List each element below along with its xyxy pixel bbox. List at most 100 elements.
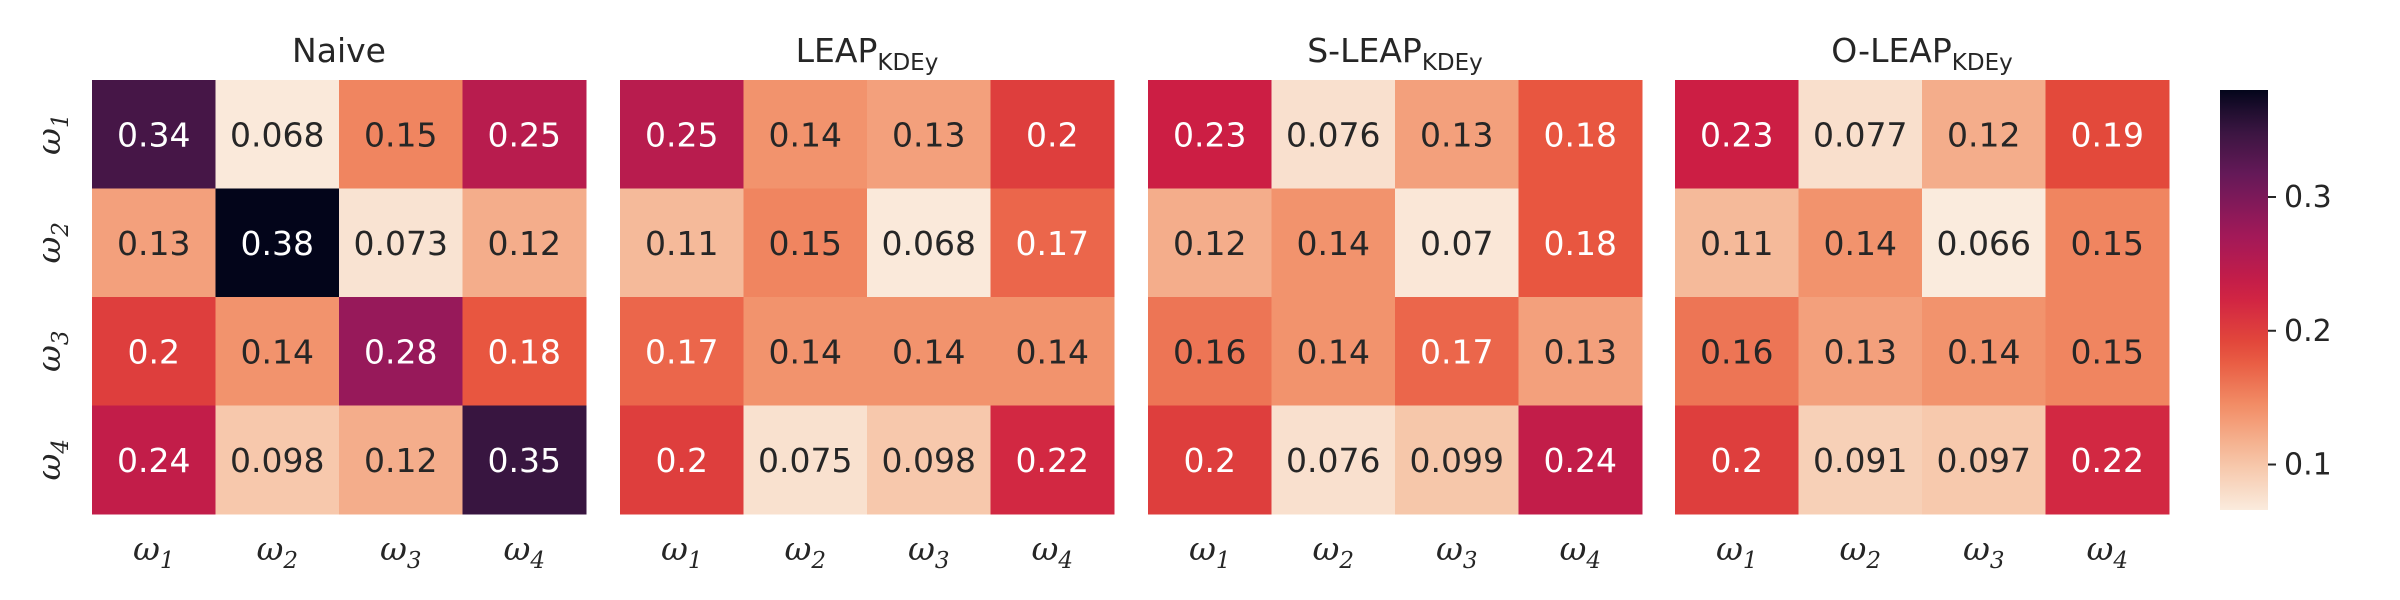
cell-value-label: 0.068 <box>882 224 976 263</box>
heatmap-cell <box>1922 188 2046 298</box>
cell-value-label: 0.099 <box>1410 441 1504 480</box>
heatmap-cell <box>2045 405 2170 515</box>
heatmap-cell <box>1271 297 1396 406</box>
heatmap-cell <box>867 405 991 515</box>
cell-value-label: 0.15 <box>2071 224 2144 263</box>
heatmap-cell <box>1148 80 1272 189</box>
heatmap-cell <box>2045 188 2170 298</box>
heatmap-cell <box>92 80 216 189</box>
x-tick-label: ω3 <box>1436 529 1478 574</box>
heatmap-cell <box>990 405 1115 515</box>
heatmap-cell <box>867 297 991 406</box>
heatmap-panel: Naive 0.34 0.068 0.15 0.25 0.13 0.38 0.073 0.12 0… <box>29 31 587 574</box>
cell-value-label: 0.2 <box>128 332 180 371</box>
cell-value-label: 0.13 <box>117 224 190 263</box>
cell-value-label: 0.073 <box>354 224 448 263</box>
x-tick-label: ω2 <box>1839 529 1881 574</box>
y-tick-label: ω2 <box>29 222 74 264</box>
cell-value-label: 0.097 <box>1937 441 2031 480</box>
colorbar-tick-label: 0.3 <box>2284 180 2332 215</box>
heatmap-cell <box>339 297 463 406</box>
cell-value-label: 0.18 <box>1544 224 1617 263</box>
heatmap-cell <box>1675 188 1799 298</box>
cell-value-label: 0.077 <box>1813 115 1907 154</box>
cell-value-label: 0.14 <box>892 332 965 371</box>
heatmap-panel: S-LEAPKDEy 0.23 0.076 0.13 0.18 0.12 0.14 0.07 0… <box>1148 31 1643 574</box>
cell-value-label: 0.22 <box>2071 441 2144 480</box>
cell-value-label: 0.12 <box>1173 224 1246 263</box>
cell-value-label: 0.16 <box>1173 332 1246 371</box>
colorbar-tick-label: 0.1 <box>2284 448 2332 483</box>
cell-value-label: 0.24 <box>1544 441 1617 480</box>
cell-value-label: 0.091 <box>1813 441 1907 480</box>
panel-title-subscript: KDEy <box>1952 50 2013 76</box>
heatmap-cell <box>2045 297 2170 406</box>
x-tick-label: ω2 <box>1312 529 1354 574</box>
cell-value-label: 0.17 <box>1016 224 1089 263</box>
heatmap-cell <box>1675 297 1799 406</box>
cell-value-label: 0.16 <box>1700 332 1773 371</box>
heatmap-cell <box>1922 405 2046 515</box>
heatmap-cell <box>92 297 216 406</box>
heatmap-cell <box>1395 80 1519 189</box>
cell-value-label: 0.068 <box>230 115 324 154</box>
cell-value-label: 0.14 <box>1016 332 1089 371</box>
cell-value-label: 0.15 <box>769 224 842 263</box>
cell-value-label: 0.19 <box>2071 115 2144 154</box>
heatmap-cell <box>867 188 991 298</box>
cell-value-label: 0.23 <box>1700 115 1773 154</box>
y-tick-label: ω1 <box>29 113 74 155</box>
panel-title: O-LEAPKDEy <box>1831 31 2012 76</box>
heatmap-cell <box>462 80 587 189</box>
heatmap-cell <box>743 297 868 406</box>
colorbar-tick-label: 0.2 <box>2284 314 2332 349</box>
heatmap-cell <box>990 188 1115 298</box>
colorbar-gradient <box>2220 90 2268 510</box>
panel-title-subscript: KDEy <box>1422 50 1483 76</box>
heatmap-cell <box>1798 188 1923 298</box>
x-tick-label: ω4 <box>2086 529 2128 574</box>
heatmap-cell <box>1395 297 1519 406</box>
heatmap-panel: O-LEAPKDEy 0.23 0.077 0.12 0.19 0.11 0.14 0.066… <box>1675 31 2170 574</box>
x-tick-label: ω4 <box>1031 529 1073 574</box>
cell-value-label: 0.13 <box>1824 332 1897 371</box>
cell-value-label: 0.18 <box>1544 115 1617 154</box>
cell-value-label: 0.14 <box>769 115 842 154</box>
cell-value-label: 0.098 <box>230 441 324 480</box>
heatmap-cell <box>620 188 744 298</box>
cell-value-label: 0.28 <box>364 332 437 371</box>
heatmap-cell <box>1395 405 1519 515</box>
cell-value-label: 0.15 <box>2071 332 2144 371</box>
heatmap-cell <box>215 405 340 515</box>
cell-value-label: 0.14 <box>1947 332 2020 371</box>
heatmap-cell <box>92 405 216 515</box>
cell-value-label: 0.2 <box>1711 441 1763 480</box>
x-tick-label: ω1 <box>133 529 175 574</box>
panel-title: LEAPKDEy <box>796 31 939 76</box>
cell-value-label: 0.13 <box>1544 332 1617 371</box>
x-tick-label: ω2 <box>784 529 826 574</box>
heatmap-cell <box>1271 405 1396 515</box>
heatmap-cell <box>620 80 744 189</box>
x-tick-label: ω4 <box>503 529 545 574</box>
y-tick-label: ω3 <box>29 330 74 372</box>
cell-value-label: 0.13 <box>1420 115 1493 154</box>
heatmap-cell <box>867 80 991 189</box>
cell-value-label: 0.14 <box>241 332 314 371</box>
x-tick-label: ω2 <box>256 529 298 574</box>
heatmap-cell <box>462 188 587 298</box>
heatmap-cell <box>1148 297 1272 406</box>
cell-value-label: 0.07 <box>1420 224 1493 263</box>
heatmap-cell <box>743 188 868 298</box>
cell-value-label: 0.25 <box>488 115 561 154</box>
cell-value-label: 0.14 <box>1824 224 1897 263</box>
heatmap-cell <box>1518 188 1643 298</box>
heatmap-cell <box>743 80 868 189</box>
y-tick-label: ω4 <box>29 439 74 481</box>
cell-value-label: 0.24 <box>117 441 190 480</box>
heatmap-cell <box>1148 188 1272 298</box>
heatmap-cell <box>743 405 868 515</box>
cell-value-label: 0.11 <box>1700 224 1773 263</box>
x-tick-label: ω3 <box>908 529 950 574</box>
heatmap-cell <box>990 80 1115 189</box>
